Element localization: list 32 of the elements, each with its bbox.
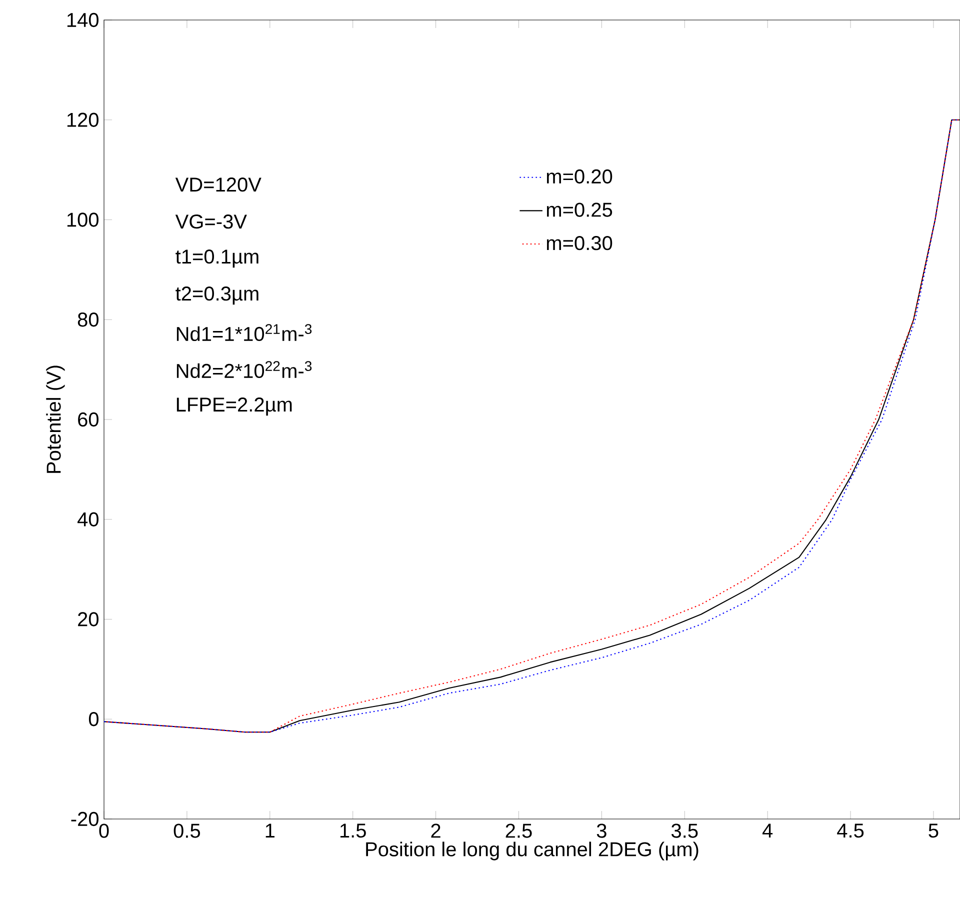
x-axis-title: Position le long du cannel 2DEG (µm) bbox=[366, 842, 698, 860]
x-tick-label: 2.5 bbox=[506, 824, 532, 838]
legend-label: m=0.20 bbox=[546, 169, 612, 184]
y-tick-label: 80 bbox=[78, 312, 98, 327]
x-tick-label: 1 bbox=[266, 824, 274, 838]
annotation: VG=-3V bbox=[175, 214, 247, 229]
y-tick-label: -20 bbox=[71, 812, 98, 826]
x-tick-label: 0 bbox=[99, 824, 109, 838]
legend-label: m=0.25 bbox=[546, 202, 612, 217]
annotation: Nd1=1*10$^{21}$m-$^{3}$ bbox=[176, 324, 312, 342]
annotation: Nd2=2*10$^{22}$m-$^{3}$ bbox=[176, 361, 312, 378]
y-tick-label: 40 bbox=[78, 512, 98, 526]
y-tick-label: 20 bbox=[78, 612, 98, 626]
x-tick-label: 0.5 bbox=[174, 824, 200, 838]
y-tick-label: 100 bbox=[67, 212, 98, 227]
x-tick-label: 3 bbox=[596, 824, 606, 838]
y-tick-label: 140 bbox=[67, 12, 98, 28]
y-tick-label: 120 bbox=[67, 112, 98, 127]
y-tick-label: 0 bbox=[88, 712, 98, 726]
y-axis-title: Potentiel (V) bbox=[46, 366, 65, 473]
x-tick-label: 1.5 bbox=[340, 824, 366, 838]
annotation: t1=0.1µm bbox=[176, 250, 258, 268]
annotation: VD=120V bbox=[175, 178, 262, 192]
y-tick-label: 60 bbox=[78, 412, 98, 427]
legend-label: m=0.30 bbox=[546, 236, 612, 250]
x-tick-label: 5 bbox=[928, 824, 938, 838]
x-tick-label: 2 bbox=[431, 824, 440, 838]
annotation: LFPE=2.2µm bbox=[176, 397, 292, 416]
annotation: t2=0.3µm bbox=[176, 286, 258, 305]
x-tick-label: 4.5 bbox=[837, 824, 864, 838]
x-tick-label: 3.5 bbox=[671, 824, 698, 838]
x-tick-label: 4 bbox=[762, 824, 773, 838]
